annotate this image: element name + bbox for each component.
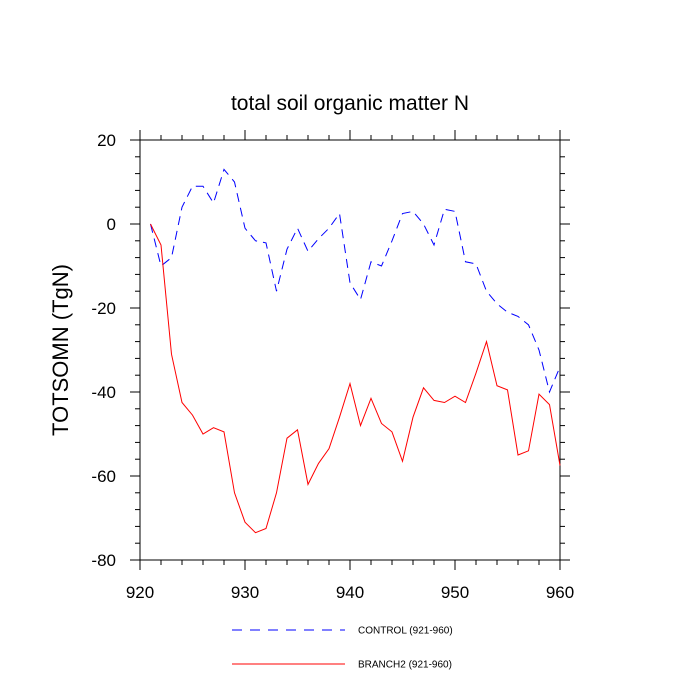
y-tick-label: -20 <box>91 299 116 318</box>
chart-title: total soil organic matter N <box>231 92 469 115</box>
x-tick-label: 920 <box>126 583 154 602</box>
y-tick-label: -80 <box>91 551 116 570</box>
series-line-branch2 <box>150 223 561 534</box>
legend-label: BRANCH2 (921-960) <box>358 660 452 671</box>
y-tick-label: 20 <box>97 131 116 150</box>
y-tick-label: -40 <box>91 383 116 402</box>
y-axis-title: TOTSOMN (TgN) <box>48 264 73 436</box>
series-layer <box>150 168 561 534</box>
plot-frame <box>139 139 561 561</box>
legend: CONTROL (921-960) BRANCH2 (921-960) <box>232 626 453 671</box>
x-tick-label: 940 <box>336 583 364 602</box>
legend-label: CONTROL (921-960) <box>358 626 453 637</box>
plot-axes: 920 930 940 950 960 20 0 -20 -40 -60 -80 <box>91 130 574 602</box>
x-tick-label: 950 <box>441 583 469 602</box>
y-tick-label: -60 <box>91 467 116 486</box>
y-tick-label: 0 <box>107 215 116 234</box>
x-tick-label: 930 <box>231 583 259 602</box>
x-tick-label: 960 <box>546 583 574 602</box>
series-line-control <box>150 168 561 394</box>
